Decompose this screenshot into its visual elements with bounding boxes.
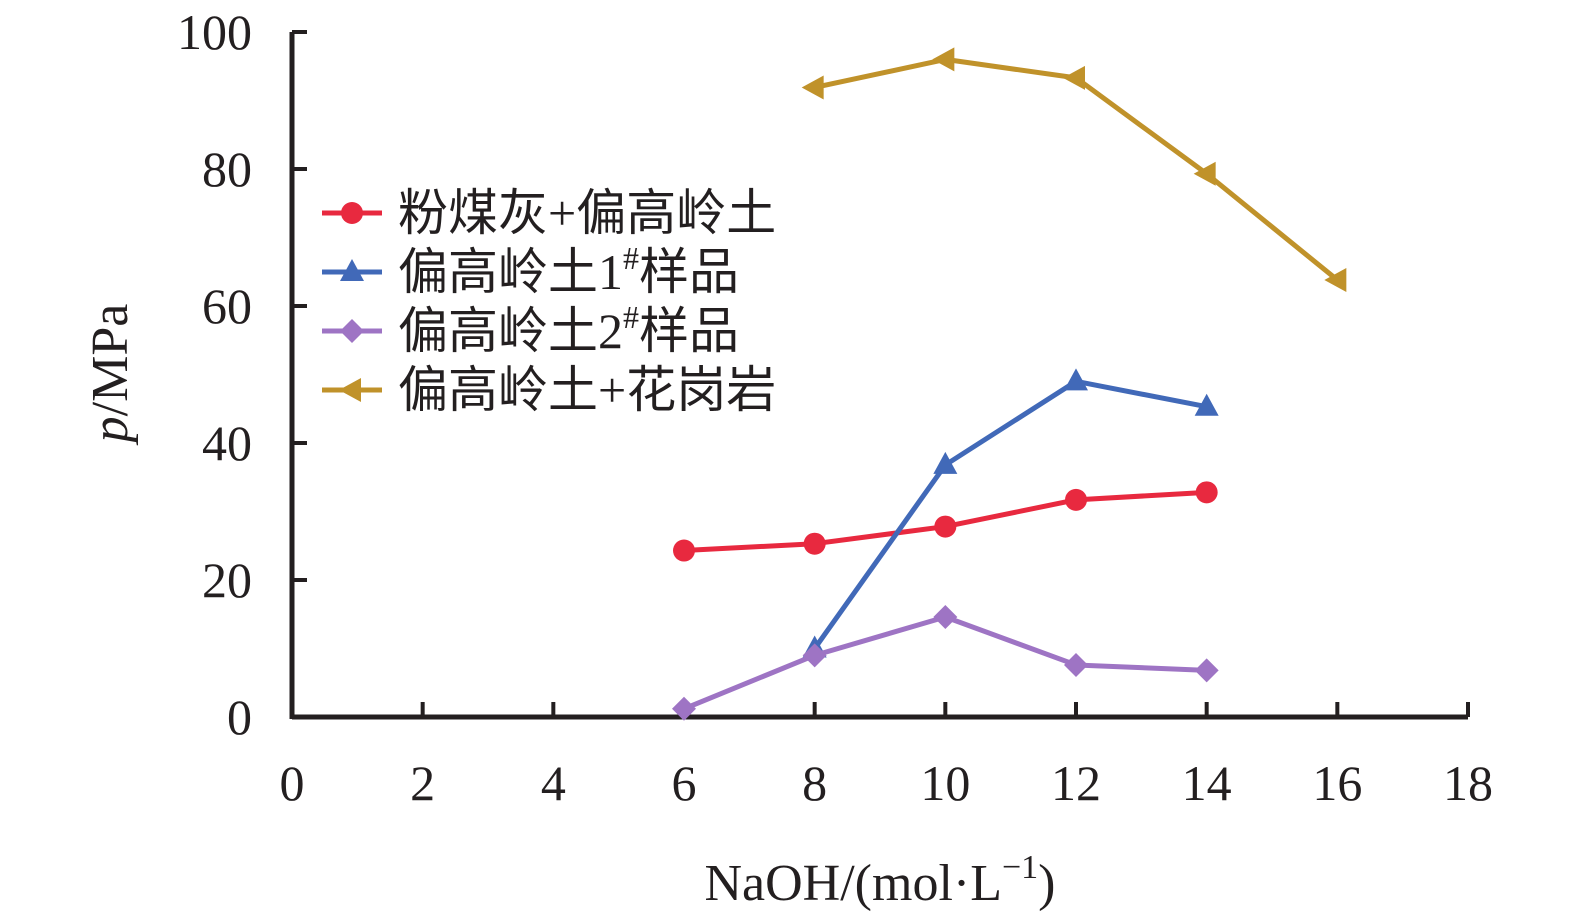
legend-item-4: 偏高岭土+花岗岩 <box>322 362 776 418</box>
x-tick-label: 6 <box>672 755 697 811</box>
series-2-point <box>1064 368 1088 391</box>
series-3-point <box>1194 658 1219 683</box>
y-axis-title-symbol: p <box>82 416 139 446</box>
series-4-point <box>932 47 955 72</box>
axes: 0 2 4 6 8 10 12 14 16 18 0 20 40 60 80 100 <box>177 4 1493 811</box>
legend-swatch-marker <box>339 378 361 402</box>
x-tick-label: 12 <box>1051 755 1101 811</box>
series-2-point <box>933 451 958 474</box>
legend-swatch-marker <box>340 259 364 281</box>
y-tick-label: 80 <box>202 141 252 197</box>
x-axis-title-exponent: −1 <box>1002 849 1038 886</box>
series-1-point <box>1195 481 1218 504</box>
series-4-point <box>1324 267 1347 292</box>
series-4-point <box>801 75 824 100</box>
legend-swatch-marker <box>341 202 363 224</box>
legend-swatch-marker <box>340 319 364 343</box>
series-4-point <box>1193 161 1216 186</box>
series-1-point <box>934 515 957 538</box>
series-4-line <box>814 56 1339 282</box>
x-tick-label: 2 <box>410 755 435 811</box>
series-1-point <box>673 539 695 562</box>
series-3-point <box>933 604 958 629</box>
legend-item-2: 偏高岭土1#样品 <box>322 240 739 300</box>
series-2-line <box>812 378 1208 650</box>
x-tick-label: 16 <box>1312 755 1362 811</box>
legend-label: 偏高岭土+花岗岩 <box>398 362 776 418</box>
y-tick-label: 100 <box>177 4 252 60</box>
series-3-line <box>683 614 1207 712</box>
x-tick-label: 8 <box>802 755 827 811</box>
series-1-point <box>1065 488 1087 511</box>
x-tick-label: 0 <box>280 755 305 811</box>
series-4 <box>801 47 1347 292</box>
series-layer <box>672 47 1347 721</box>
y-tick-label: 40 <box>202 415 252 471</box>
series-4-point <box>1063 65 1085 90</box>
legend-item-1: 粉煤灰+偏高岭土 <box>322 185 776 241</box>
series-1-point <box>803 532 826 555</box>
y-axis-title: p/MPa <box>82 304 139 447</box>
y-tick-label: 0 <box>227 689 252 745</box>
y-axis-title-unit: /MPa <box>82 304 139 417</box>
legend-label: 偏高岭土1#样品 <box>398 240 739 300</box>
series-3-point <box>672 696 696 721</box>
series-3-point <box>1064 652 1088 677</box>
x-axis-title-close: ) <box>1038 855 1055 912</box>
series-1 <box>673 481 1218 562</box>
series-2-point <box>1194 393 1219 416</box>
x-axis-title: NaOH/(mol·L−1) <box>705 849 1056 912</box>
series-3 <box>672 604 1219 721</box>
x-tick-label: 18 <box>1443 755 1493 811</box>
x-tick-label: 10 <box>920 755 970 811</box>
legend-label: 偏高岭土2#样品 <box>398 299 739 359</box>
legend-item-3: 偏高岭土2#样品 <box>322 299 739 359</box>
y-tick-label: 20 <box>202 552 252 608</box>
y-tick-label: 60 <box>202 278 252 334</box>
x-axis-title-main: NaOH/(mol·L <box>705 855 1002 912</box>
legend-label: 粉煤灰+偏高岭土 <box>398 185 776 241</box>
series-3-point <box>802 643 827 668</box>
x-tick-label: 4 <box>541 755 566 811</box>
x-tick-label: 14 <box>1182 755 1232 811</box>
